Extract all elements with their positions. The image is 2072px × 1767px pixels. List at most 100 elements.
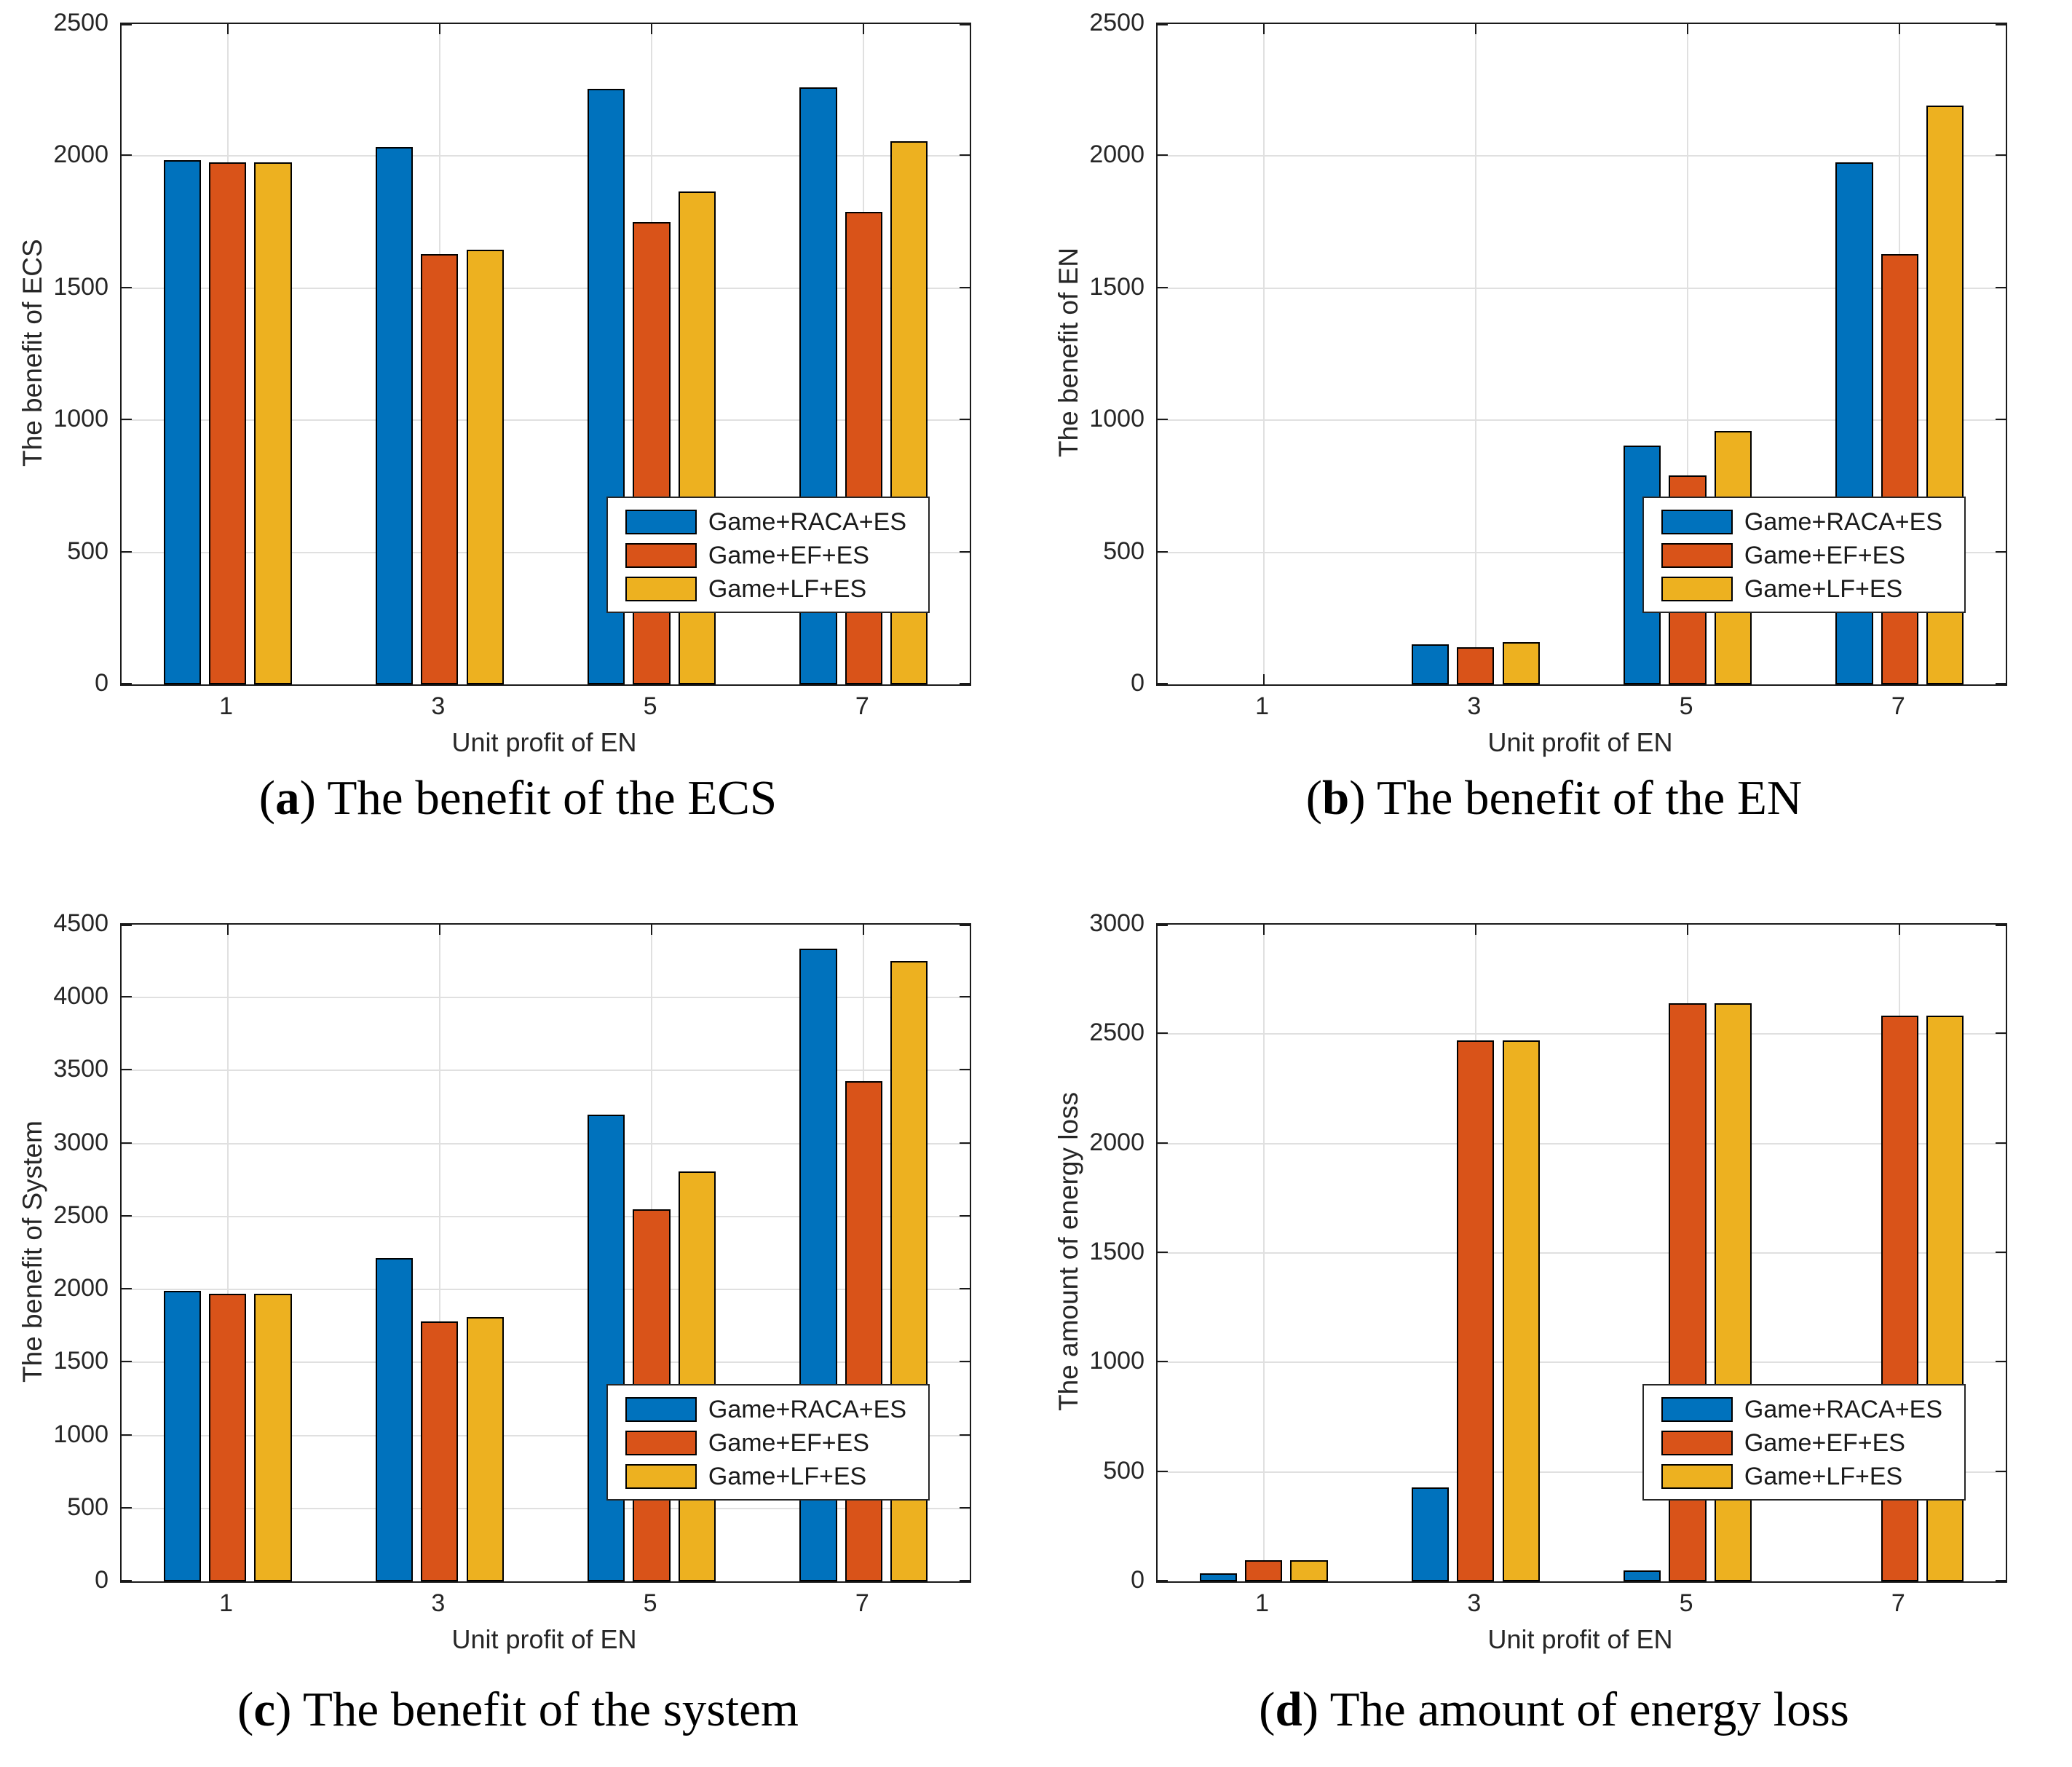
bar-group	[1624, 925, 1752, 1581]
h-gridline	[1158, 155, 2006, 157]
h-gridline	[122, 1507, 970, 1509]
y-tick-mark-right	[1996, 925, 2006, 926]
x-tick-mark-bottom	[1262, 674, 1265, 684]
caption-paren-open: (	[1259, 1683, 1276, 1736]
v-gridline	[1262, 925, 1265, 1581]
x-tick-label: 5	[643, 1589, 657, 1617]
y-tick-mark-left	[122, 1580, 132, 1581]
legend: Game+RACA+ES Game+EF+ES Game+LF+ES	[1642, 497, 1966, 613]
legend-swatch	[1661, 577, 1733, 601]
subplot-d: The amount of energy loss 0 500 1000 1500 200…	[1036, 866, 2072, 1767]
y-tick-label: 0	[95, 1566, 108, 1594]
y-tick-mark-right	[960, 996, 970, 998]
bar-group	[163, 925, 292, 1581]
y-tick-mark-left	[1158, 550, 1168, 553]
y-tick-mark-right	[1996, 1470, 2006, 1472]
y-tick-mark-right	[1996, 1142, 2006, 1144]
bar-game-ef-es	[1457, 1040, 1495, 1581]
x-tick-mark-top	[1899, 925, 1901, 935]
v-gridline	[1262, 24, 1265, 684]
legend-swatch	[1661, 1431, 1733, 1455]
caption-text: The benefit of the ECS	[327, 771, 778, 825]
bar-game-ef-es	[208, 162, 247, 684]
y-tick-label: 500	[1103, 537, 1144, 565]
legend-item: Game+LF+ES	[608, 572, 928, 606]
bar-game-lf-es	[1290, 1560, 1328, 1581]
y-tick-label: 2000	[53, 1274, 108, 1302]
x-tick-mark-top	[1262, 925, 1265, 935]
legend-label: Game+EF+ES	[1744, 1428, 1905, 1457]
y-tick-mark-right	[960, 419, 970, 421]
h-gridline	[1158, 419, 2006, 422]
subplot-caption: (d) The amount of energy loss	[1036, 1682, 2072, 1738]
legend-label: Game+RACA+ES	[1744, 1395, 1942, 1423]
bar-group	[1411, 24, 1540, 684]
x-tick-label: 3	[1467, 1589, 1482, 1617]
bar-group	[375, 925, 504, 1581]
y-tick-label: 0	[1131, 669, 1144, 697]
y-tick-mark-left	[1158, 1142, 1168, 1144]
y-tick-mark-left	[1158, 1580, 1168, 1581]
legend-label: Game+LF+ES	[708, 1462, 867, 1490]
bar-game-raca-es	[1411, 644, 1450, 684]
y-tick-label: 0	[95, 669, 108, 697]
y-tick-mark-right	[960, 1142, 970, 1144]
bar-game-lf-es	[1502, 1040, 1540, 1581]
subplot-caption: (a) The benefit of the ECS	[0, 770, 1036, 826]
caption-text: The benefit of the EN	[1377, 771, 1803, 825]
x-axis-label: Unit profit of EN	[451, 1624, 637, 1654]
subplot-a: The benefit of ECS 0 500 1000 1500 2000 2500 Ga…	[0, 0, 1036, 866]
bar-game-raca-es	[1624, 1570, 1661, 1581]
bar-game-lf-es	[254, 162, 292, 684]
h-gridline	[122, 1361, 970, 1364]
bar-game-ef-es	[845, 211, 882, 684]
x-axis-label: Unit profit of EN	[451, 727, 637, 757]
caption-paren-open: (	[258, 771, 276, 825]
y-tick-mark-right	[1996, 550, 2006, 553]
y-tick-mark-right	[960, 1361, 970, 1363]
bar-game-raca-es	[1411, 1487, 1450, 1581]
x-tick-label: 1	[219, 692, 234, 720]
bar-game-ef-es	[421, 1321, 459, 1581]
y-tick-label: 2500	[1089, 9, 1144, 36]
h-gridline	[122, 997, 970, 999]
h-gridline	[1158, 1361, 2006, 1364]
bar-game-lf-es	[1502, 641, 1540, 684]
y-tick-mark-left	[122, 1214, 132, 1217]
y-tick-mark-right	[960, 286, 970, 288]
x-tick-mark-top	[863, 24, 865, 34]
y-tick-label: 2000	[53, 141, 108, 169]
caption-paren-open: (	[1305, 771, 1323, 825]
bar-game-ef-es	[633, 222, 671, 684]
bar-group	[163, 24, 292, 684]
legend-swatch	[1661, 510, 1733, 534]
caption-letter: b	[1322, 771, 1350, 825]
y-tick-label: 2000	[1089, 1128, 1144, 1156]
legend-item: Game+RACA+ES	[608, 1393, 928, 1426]
bar-group	[1411, 925, 1540, 1581]
h-gridline	[122, 287, 970, 289]
x-tick-label: 3	[431, 692, 446, 720]
bar-game-ef-es	[1457, 647, 1495, 684]
y-tick-mark-left	[1158, 286, 1168, 288]
caption-paren-close: )	[299, 771, 328, 825]
x-tick-label: 3	[1467, 692, 1482, 720]
v-gridline	[438, 925, 440, 1581]
legend: Game+RACA+ES Game+EF+ES Game+LF+ES	[1642, 1384, 1966, 1501]
h-gridline	[122, 155, 970, 157]
h-gridline	[1158, 1471, 2006, 1473]
bar-game-raca-es	[375, 1258, 414, 1581]
y-tick-mark-left	[1158, 925, 1168, 926]
plot-area: Game+RACA+ES Game+EF+ES Game+LF+ES	[120, 23, 971, 686]
bar-group	[375, 24, 504, 684]
legend-swatch	[625, 577, 697, 601]
y-tick-mark-left	[122, 925, 132, 926]
x-tick-label: 3	[431, 1589, 446, 1617]
h-gridline	[122, 1289, 970, 1291]
legend-item: Game+EF+ES	[1644, 539, 1964, 572]
caption-paren-close: )	[1302, 1683, 1330, 1736]
bar-group	[1200, 24, 1328, 684]
bar-group	[588, 925, 716, 1581]
y-tick-mark-left	[122, 154, 132, 157]
bar-game-lf-es	[466, 1317, 504, 1581]
